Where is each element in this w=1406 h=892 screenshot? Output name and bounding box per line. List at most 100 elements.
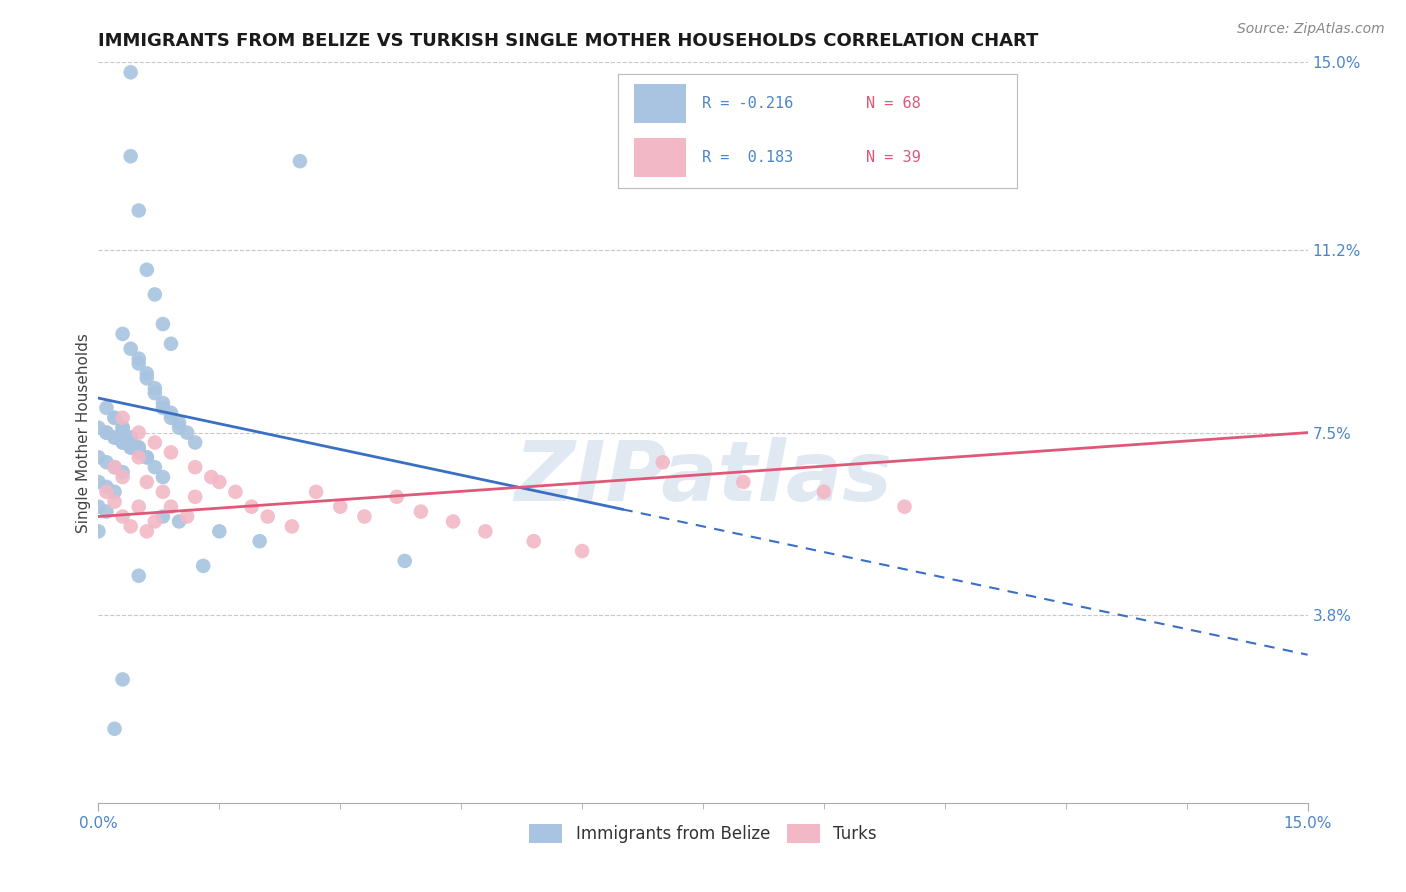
Point bbox=[135, 367, 157, 381]
Point bbox=[152, 317, 174, 331]
Point bbox=[240, 500, 263, 514]
Point bbox=[135, 450, 157, 465]
Point bbox=[135, 450, 157, 465]
Point bbox=[152, 396, 174, 410]
Point bbox=[128, 445, 150, 459]
Point bbox=[111, 470, 134, 484]
Point bbox=[128, 441, 150, 455]
Point bbox=[176, 509, 198, 524]
Point bbox=[103, 431, 125, 445]
Point bbox=[128, 351, 150, 366]
Point bbox=[103, 410, 125, 425]
Point bbox=[135, 524, 157, 539]
Point bbox=[152, 470, 174, 484]
Point bbox=[103, 484, 125, 499]
Point bbox=[167, 515, 190, 529]
Point bbox=[111, 465, 134, 479]
Point bbox=[96, 484, 118, 499]
Point bbox=[120, 65, 142, 79]
Point bbox=[128, 203, 150, 218]
Text: ZIPatlas: ZIPatlas bbox=[515, 436, 891, 517]
Point bbox=[167, 420, 190, 434]
Point bbox=[135, 475, 157, 489]
Point bbox=[651, 455, 673, 469]
Point bbox=[128, 441, 150, 455]
Point bbox=[120, 431, 142, 445]
Point bbox=[143, 460, 166, 475]
Point bbox=[87, 500, 110, 514]
Text: Source: ZipAtlas.com: Source: ZipAtlas.com bbox=[1237, 22, 1385, 37]
Point bbox=[111, 326, 134, 341]
Text: IMMIGRANTS FROM BELIZE VS TURKISH SINGLE MOTHER HOUSEHOLDS CORRELATION CHART: IMMIGRANTS FROM BELIZE VS TURKISH SINGLE… bbox=[98, 32, 1039, 50]
Point bbox=[96, 401, 118, 415]
Point bbox=[152, 509, 174, 524]
Point bbox=[160, 445, 183, 459]
Point bbox=[184, 460, 207, 475]
Point bbox=[152, 401, 174, 415]
Point bbox=[224, 484, 246, 499]
Point bbox=[128, 450, 150, 465]
Point bbox=[305, 484, 328, 499]
Point bbox=[288, 154, 311, 169]
Point bbox=[441, 515, 464, 529]
Point bbox=[111, 420, 134, 434]
Point bbox=[96, 425, 118, 440]
Point bbox=[96, 455, 118, 469]
Point bbox=[103, 722, 125, 736]
Point bbox=[128, 357, 150, 371]
Point bbox=[474, 524, 496, 539]
Point bbox=[87, 420, 110, 434]
Point bbox=[120, 519, 142, 533]
Point bbox=[143, 515, 166, 529]
Point bbox=[143, 435, 166, 450]
Point bbox=[96, 480, 118, 494]
Point bbox=[103, 460, 125, 475]
Point bbox=[160, 406, 183, 420]
Point bbox=[103, 460, 125, 475]
Point bbox=[111, 509, 134, 524]
Point bbox=[523, 534, 546, 549]
Y-axis label: Single Mother Households: Single Mother Households bbox=[76, 333, 91, 533]
Point bbox=[893, 500, 915, 514]
Point bbox=[111, 673, 134, 687]
Point bbox=[128, 500, 150, 514]
Point bbox=[160, 410, 183, 425]
Point bbox=[200, 470, 222, 484]
Point bbox=[208, 475, 231, 489]
Point bbox=[256, 509, 278, 524]
Point bbox=[103, 410, 125, 425]
Point bbox=[103, 494, 125, 508]
Point bbox=[120, 342, 142, 356]
Point bbox=[249, 534, 271, 549]
Point bbox=[111, 435, 134, 450]
Point bbox=[813, 484, 835, 499]
Point bbox=[111, 420, 134, 434]
Point bbox=[176, 425, 198, 440]
Point bbox=[160, 500, 183, 514]
Point bbox=[329, 500, 352, 514]
Point bbox=[128, 425, 150, 440]
Point bbox=[111, 410, 134, 425]
Point bbox=[160, 336, 183, 351]
Point bbox=[111, 435, 134, 450]
Point bbox=[193, 558, 215, 573]
Point bbox=[87, 450, 110, 465]
Point bbox=[103, 431, 125, 445]
Point bbox=[152, 484, 174, 499]
Point bbox=[409, 505, 432, 519]
Point bbox=[135, 262, 157, 277]
Point bbox=[87, 475, 110, 489]
Point bbox=[87, 524, 110, 539]
Point bbox=[135, 371, 157, 385]
Point bbox=[143, 386, 166, 401]
Point bbox=[120, 441, 142, 455]
Point bbox=[281, 519, 304, 533]
Point bbox=[167, 416, 190, 430]
Point bbox=[385, 490, 408, 504]
Point bbox=[143, 381, 166, 395]
Point bbox=[143, 287, 166, 301]
Point bbox=[394, 554, 416, 568]
Point bbox=[120, 149, 142, 163]
Point bbox=[184, 435, 207, 450]
Point bbox=[120, 441, 142, 455]
